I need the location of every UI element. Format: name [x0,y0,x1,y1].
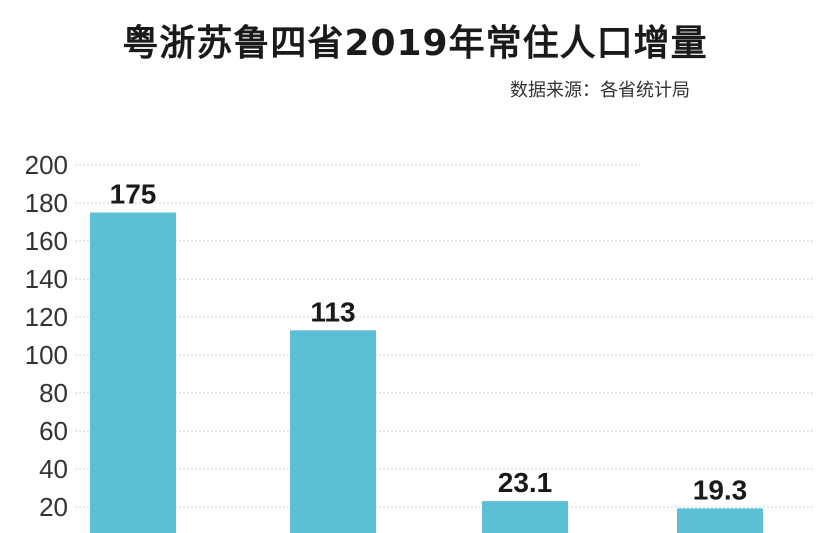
data-label: 19.3 [693,474,748,505]
data-source-note: 数据来源：各省统计局 [510,80,690,101]
data-label: 175 [110,179,157,210]
bar [290,330,376,533]
y-tick-label: 20 [39,492,68,522]
y-tick-label: 140 [25,264,68,294]
y-tick-label: 100 [25,340,68,370]
data-label: 113 [310,296,355,327]
y-tick-label: 40 [39,454,68,484]
bars [90,212,763,533]
bar [677,508,763,533]
data-labels: 175 113 23.1 19.3 [110,179,748,506]
y-tick-label: 180 [25,188,68,218]
data-label: 23.1 [498,467,553,498]
y-tick-label: 80 [39,378,68,408]
bar [482,501,568,533]
y-axis-ticks: 20 40 60 80 100 120 140 160 180 200 [25,150,68,522]
y-tick-label: 200 [25,150,68,180]
y-tick-label: 120 [25,302,68,332]
bar [90,212,176,533]
y-tick-label: 60 [39,416,68,446]
y-tick-label: 160 [25,226,68,256]
gridlines [75,164,815,508]
chart-title: 粤浙苏鲁四省2019年常住人口增量 [122,23,708,64]
